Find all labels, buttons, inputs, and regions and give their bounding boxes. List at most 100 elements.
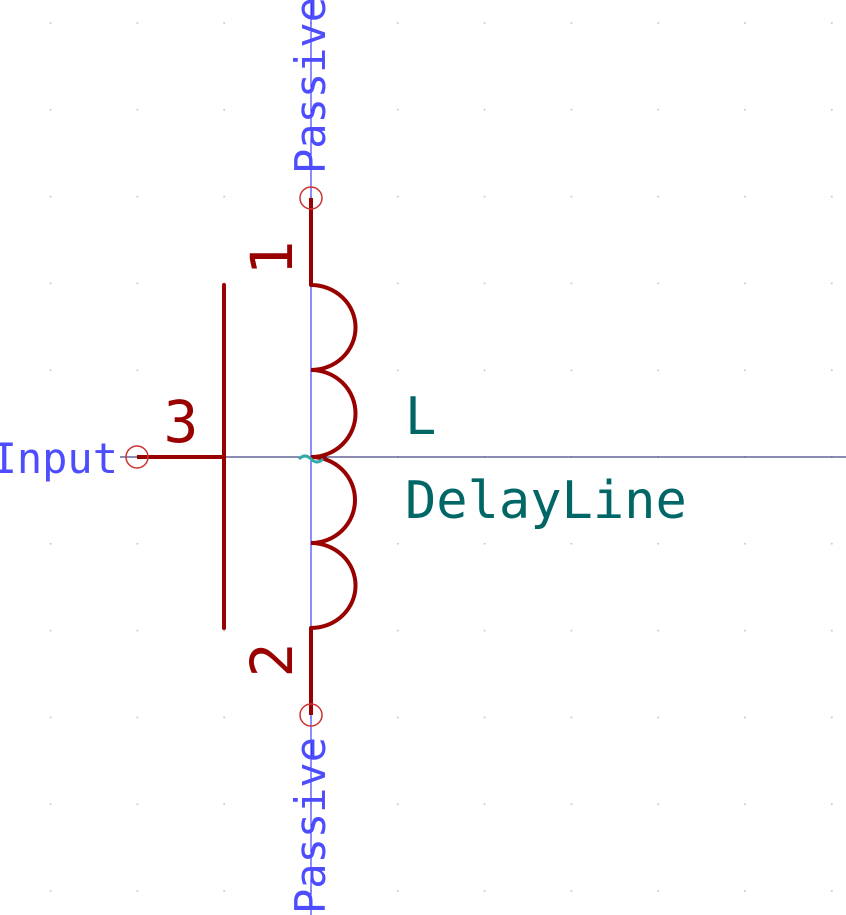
grid-dot	[570, 716, 573, 719]
grid-dot	[136, 369, 139, 372]
grid-dot	[49, 369, 52, 372]
grid-dot	[136, 195, 139, 198]
grid-dot	[657, 195, 660, 198]
pin-1-type-label: Passive	[286, 0, 335, 174]
grid-dot	[396, 22, 399, 24]
grid-dot	[136, 282, 139, 285]
grid-dot	[483, 716, 486, 719]
grid-dot	[136, 803, 139, 806]
grid-dot	[830, 803, 833, 806]
grid-dot	[570, 803, 573, 806]
pin-3-number: 3	[164, 388, 199, 456]
reference-field[interactable]: L	[405, 387, 436, 447]
grid-dot	[136, 716, 139, 719]
grid-dot	[744, 803, 746, 806]
grid-dot	[223, 890, 226, 892]
grid-dot	[744, 108, 746, 111]
grid-dot	[396, 108, 399, 111]
grid-dot	[49, 542, 52, 545]
grid-dot	[483, 803, 486, 806]
grid-dot	[744, 629, 746, 632]
grid-dot	[49, 629, 52, 632]
grid-dot	[223, 195, 226, 198]
grid-dot	[396, 629, 399, 632]
grid-dot	[570, 629, 573, 632]
grid-dot	[396, 195, 399, 198]
grid-dot	[830, 716, 833, 719]
grid-dot	[657, 108, 660, 111]
grid-dot	[657, 542, 660, 545]
grid-dot	[49, 22, 52, 24]
pin-1-number: 1	[238, 241, 306, 276]
grid-dot	[223, 716, 226, 719]
grid-dot	[570, 369, 573, 372]
grid-dot	[49, 108, 52, 111]
grid-dot	[570, 282, 573, 285]
grid-dot	[483, 22, 486, 24]
grid-dot	[136, 890, 139, 892]
grid-dot	[396, 890, 399, 892]
grid-dot	[223, 803, 226, 806]
grid-dot	[49, 282, 52, 285]
pin-2-type-label: Passive	[286, 737, 335, 914]
grid-dot	[744, 890, 746, 892]
grid-dot	[396, 803, 399, 806]
grid-dot	[396, 542, 399, 545]
grid-dot	[136, 22, 139, 24]
grid-dot	[136, 542, 139, 545]
grid-dot	[49, 195, 52, 198]
grid-dot	[49, 456, 52, 458]
pin-2-number: 2	[238, 643, 306, 678]
grid-dot	[830, 629, 833, 632]
grid-dot	[483, 629, 486, 632]
pin-2-endpoint	[299, 703, 323, 727]
grid-dot	[570, 542, 573, 545]
value-field[interactable]: DelayLine	[405, 471, 687, 531]
grid-dot	[49, 803, 52, 806]
grid-dot	[657, 716, 660, 719]
grid-dot	[570, 195, 573, 198]
grid-dot	[657, 629, 660, 632]
grid-dot	[483, 195, 486, 198]
grid-dot	[396, 282, 399, 285]
grid-dot	[136, 629, 139, 632]
grid-dot	[830, 890, 833, 892]
grid-dot	[483, 369, 486, 372]
grid-dot	[570, 108, 573, 111]
grid-dot	[744, 369, 746, 372]
grid-dot	[223, 108, 226, 111]
grid-dot	[483, 282, 486, 285]
grid-dot	[570, 890, 573, 892]
grid-dot	[830, 369, 833, 372]
pin-2[interactable]: 2 Passive	[238, 628, 335, 914]
grid-dot	[744, 716, 746, 719]
grid-dot	[830, 22, 833, 24]
grid-dot	[657, 803, 660, 806]
grid-dot	[830, 282, 833, 285]
grid-dot	[830, 195, 833, 198]
grid-dot	[657, 369, 660, 372]
grid-dot	[744, 282, 746, 285]
pin-1-endpoint	[299, 186, 323, 210]
grid-dot	[744, 542, 746, 545]
grid-dot	[396, 369, 399, 372]
grid-dot	[223, 22, 226, 24]
pin-3-type-label: Input	[0, 434, 118, 483]
pin-1[interactable]: 1 Passive	[238, 0, 335, 285]
grid-dot	[483, 890, 486, 892]
grid-dot	[483, 542, 486, 545]
pin-3[interactable]: 3 Input	[0, 388, 224, 483]
grid-dot	[136, 108, 139, 111]
grid-dot	[483, 108, 486, 111]
grid-dot	[657, 282, 660, 285]
anchor-marker	[297, 454, 325, 464]
grid-dot	[49, 716, 52, 719]
grid-dot	[744, 22, 746, 24]
grid-dot	[830, 542, 833, 545]
grid-dot	[657, 890, 660, 892]
grid-dot	[396, 716, 399, 719]
grid-dot	[830, 108, 833, 111]
grid-dot	[223, 629, 226, 632]
grid-dot	[657, 22, 660, 24]
